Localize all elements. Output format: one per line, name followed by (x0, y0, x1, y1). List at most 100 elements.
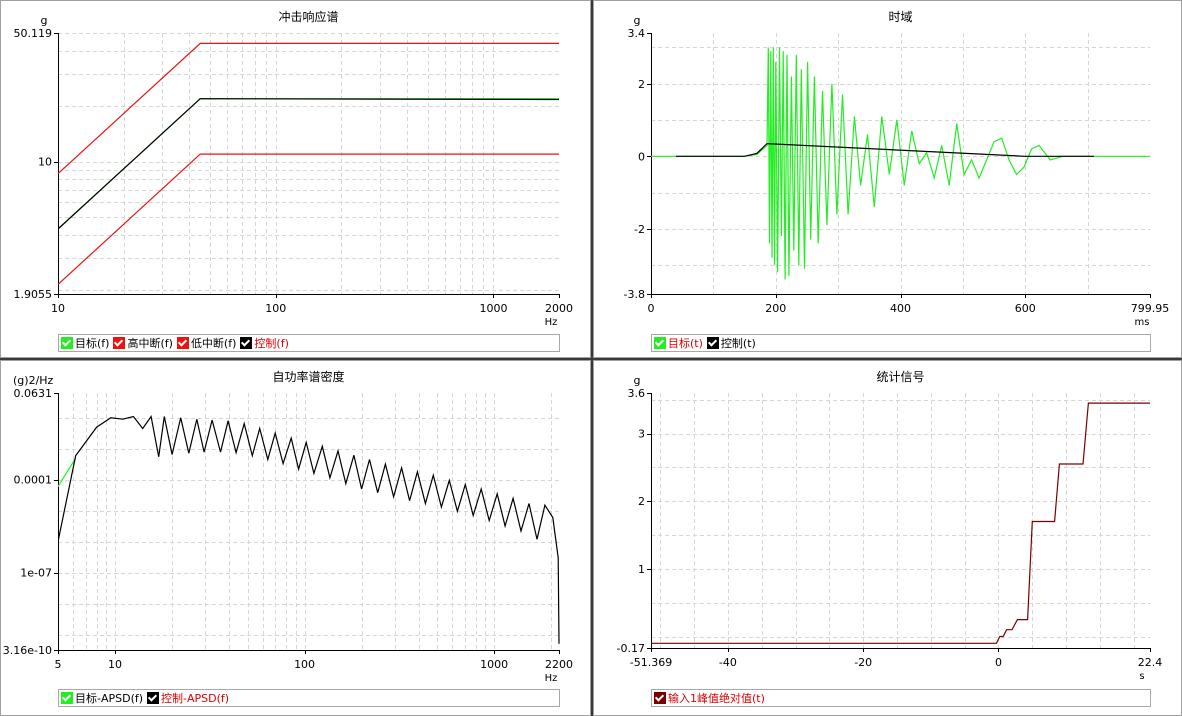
x-unit-label: ms (1135, 317, 1150, 328)
x-tick-label: 5 (55, 658, 62, 671)
y-tick-label: 3.16e-10 (3, 644, 52, 657)
chart-statistics-signal[interactable]: 统计信号 g s -0.17 1 2 3 3.6 -51.369 -40 -20 0 22.4 (594, 361, 1181, 715)
x-tick-label: 1000 (479, 302, 507, 315)
series-line-1 (651, 47, 1150, 280)
y-unit-label: g (634, 374, 641, 387)
legend-label: 控制(f) (254, 337, 289, 350)
x-tick-label: 100 (294, 658, 315, 671)
y-tick-label: 3.6 (628, 387, 646, 400)
y-tick-label: -3.8 (624, 288, 645, 301)
series-line-1 (58, 457, 77, 487)
legend-label: 控制-APSD(f) (161, 692, 230, 705)
y-tick-label: 0 (638, 150, 645, 163)
series-line-1 (651, 402, 1150, 644)
legend-time-domain: 目标(t) 控制(t) (651, 334, 1151, 352)
x-tick-label: -20 (854, 656, 872, 669)
x-tick-label: 600 (1015, 302, 1036, 315)
y-tick-label: 0.0631 (14, 387, 53, 400)
x-tick-label: 799.95 (1131, 302, 1170, 315)
y-tick-label: -0.17 (617, 642, 645, 655)
legend-label: 输入1峰值绝对值(t) (668, 692, 765, 705)
x-tick-label: 200 (765, 302, 786, 315)
legend-statistics-signal: 输入1峰值绝对值(t) (651, 689, 1151, 707)
x-unit-label: Hz (545, 673, 558, 684)
grid-lines (58, 393, 559, 650)
legend-checkbox[interactable] (706, 337, 719, 349)
legend-label: 控制(t) (720, 337, 756, 350)
chart-title: 统计信号 (876, 370, 924, 384)
legend-checkbox[interactable] (176, 337, 189, 349)
legend-item-4[interactable]: 控制(f) (240, 335, 289, 351)
legend-item-2[interactable]: 控制(t) (706, 335, 756, 351)
x-tick-label: -40 (719, 656, 737, 669)
y-tick-label: 3.4 (628, 27, 646, 40)
legend-label: 目标(f) (75, 337, 110, 350)
legend-checkbox[interactable] (654, 692, 666, 704)
y-tick-label: 2 (638, 78, 645, 91)
legend-checkbox[interactable] (654, 337, 666, 349)
legend-checkbox[interactable] (240, 337, 253, 349)
panel-statistics-signal: 统计信号 g s -0.17 1 2 3 3.6 -51.369 -40 -20 0 22.4 输入1峰… (593, 360, 1182, 716)
legend-label: 高中断(f) (127, 337, 173, 350)
legend-auto-power-spectral-density: 目标-APSD(f) 控制-APSD(f) (58, 689, 560, 707)
x-tick-label: -51.369 (630, 656, 672, 669)
panel-time-domain: 时域 g ms -3.8 -2 0 2 3.4 0 200 400 600 799.95 目标(t) 控制… (593, 0, 1182, 358)
legend-item-2[interactable]: 控制-APSD(f) (147, 690, 229, 706)
x-tick-label: 10 (51, 302, 65, 315)
x-tick-label: 100 (265, 302, 286, 315)
panel-divider-horizontal[interactable] (0, 358, 1182, 360)
y-tick-label: 50.119 (14, 27, 53, 40)
y-tick-label: 3 (638, 428, 645, 441)
grid-lines (651, 393, 1150, 648)
y-tick-label: 1e-07 (20, 567, 52, 580)
legend-item-1[interactable]: 目标-APSD(f) (61, 690, 143, 706)
series-line-2 (58, 414, 560, 644)
panel-shock-response-spectrum: 冲击响应谱 g Hz 1.9055 10 50.119 10 100 1000 2000 目标(f… (0, 0, 591, 358)
y-unit-label: g (634, 14, 641, 27)
x-tick-label: 2200 (545, 658, 573, 671)
x-tick-label: 0 (995, 656, 1002, 669)
legend-label: 目标(t) (668, 337, 703, 350)
y-tick-label: -2 (634, 223, 645, 236)
legend-item-2[interactable]: 高中断(f) (113, 335, 173, 351)
x-tick-label: 400 (890, 302, 911, 315)
y-unit-label: g (41, 14, 48, 27)
x-tick-label: 2000 (545, 302, 573, 315)
x-tick-label: 10 (108, 658, 122, 671)
legend-checkbox[interactable] (113, 337, 126, 349)
panel-auto-power-spectral-density: 自功率谱密度 (g)2/Hz Hz 3.16e-10 1e-07 0.0001 0.0631… (0, 360, 591, 716)
series-line-2 (676, 142, 1094, 157)
y-tick-label: 10 (38, 156, 52, 169)
y-tick-label: 1.9055 (14, 288, 53, 301)
legend-item-1[interactable]: 输入1峰值绝对值(t) (654, 690, 765, 706)
legend-item-1[interactable]: 目标(t) (654, 335, 703, 351)
x-tick-label: 22.4 (1138, 656, 1163, 669)
grid-lines (58, 33, 559, 294)
series-line-2 (58, 42, 559, 175)
grid-lines (651, 33, 1150, 294)
legend-checkbox[interactable] (61, 337, 73, 349)
y-tick-label: 1 (638, 563, 645, 576)
chart-title: 时域 (888, 10, 912, 24)
x-unit-label: Hz (545, 317, 558, 328)
series-line-4 (58, 98, 560, 230)
chart-time-domain[interactable]: 时域 g ms -3.8 -2 0 2 3.4 0 200 400 600 799.95 (594, 1, 1181, 357)
chart-title: 冲击响应谱 (278, 9, 338, 24)
legend-checkbox[interactable] (147, 692, 160, 704)
legend-shock-response-spectrum: 目标(f) 高中断(f) 低中断(f) 控制(f) (58, 334, 560, 352)
legend-label: 低中断(f) (190, 337, 237, 350)
legend-checkbox[interactable] (61, 692, 73, 704)
legend-label: 目标-APSD(f) (75, 692, 144, 705)
x-unit-label: s (1139, 671, 1144, 682)
y-tick-label: 0.0001 (14, 474, 53, 487)
x-tick-label: 0 (648, 302, 655, 315)
x-tick-label: 1000 (480, 658, 508, 671)
series-line-3 (58, 153, 559, 285)
chart-auto-power-spectral-density[interactable]: 自功率谱密度 (g)2/Hz Hz 3.16e-10 1e-07 0.0001 0.0631… (1, 361, 590, 715)
legend-item-1[interactable]: 目标(f) (61, 335, 109, 351)
y-unit-label: (g)2/Hz (13, 374, 54, 387)
chart-title: 自功率谱密度 (272, 369, 344, 384)
y-tick-label: 2 (638, 495, 645, 508)
legend-item-3[interactable]: 低中断(f) (176, 335, 237, 351)
